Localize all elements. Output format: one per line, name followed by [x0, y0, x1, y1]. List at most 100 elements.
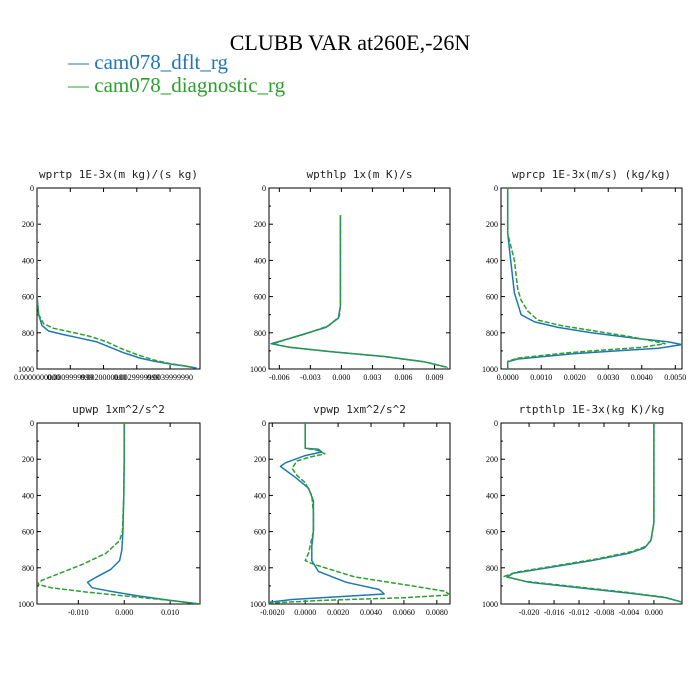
x-tick-label: -0.010: [68, 608, 89, 617]
x-tick-label: 0.0000: [294, 608, 316, 617]
plot-frame: [500, 422, 683, 605]
y-tick-label: 400: [486, 491, 498, 500]
y-tick-label: 400: [22, 491, 34, 500]
y-tick-label: 800: [22, 564, 34, 573]
y-tick-label: 400: [254, 256, 266, 265]
x-tick-label: 0.0040: [360, 608, 382, 617]
x-tick-label: 0.009: [425, 373, 443, 382]
y-tick-label: 0: [30, 419, 34, 428]
y-tick-label: 200: [486, 220, 498, 229]
figure-title: CLUBB VAR at260E,-26N: [229, 30, 471, 55]
chart-panel-5: rtpthlp 1E-3x(kg K)/kg 0 200 400 600 800 1000 -…: [482, 403, 683, 617]
y-tick-label: 1000: [482, 600, 498, 609]
chart-panel-3: upwp 1xm^2/s^2 0 200 400 600 800 1000 -0.010 0.0…: [18, 403, 201, 617]
series-line-0: [86, 423, 200, 604]
y-tick-label: 600: [254, 528, 266, 537]
y-tick-label: 800: [486, 564, 498, 573]
plot-frame: [36, 422, 201, 605]
chart-panel-4: vpwp 1xm^2/s^2 0 200 400 600 800 1000-0.0020 0.…: [250, 403, 451, 617]
x-tick-label: 0.000: [645, 608, 663, 617]
series-line-1: [506, 188, 666, 369]
y-tick-label: 1000: [18, 365, 34, 374]
y-tick-label: 200: [486, 455, 498, 464]
y-tick-label: 600: [486, 528, 498, 537]
series-line-1: [272, 215, 449, 369]
x-tick-label: 0.010: [161, 608, 179, 617]
panel-title: upwp 1xm^2/s^2: [72, 403, 165, 416]
x-tick-label: 0.0050: [664, 373, 686, 382]
chart-panel-1: wpthlp 1x(m K)/s 0 200 400 600 800 1000-0.006 -…: [250, 168, 451, 382]
panel-title: vpwp 1xm^2/s^2: [313, 403, 406, 416]
legend-entry-dflt: — cam078_dflt_rg: [68, 50, 229, 74]
y-tick-label: 0: [30, 184, 34, 193]
x-tick-label: 0.0009999999: [47, 373, 93, 382]
series-line-0: [506, 423, 682, 603]
y-tick-label: 0: [262, 419, 266, 428]
y-tick-label: 600: [254, 293, 266, 302]
y-tick-label: 800: [486, 329, 498, 338]
panel-title: wprtp 1E-3x(m kg)/(s kg): [39, 168, 198, 181]
y-tick-label: 600: [22, 528, 34, 537]
x-tick-label: -0.008: [594, 608, 615, 617]
x-tick-label: -0.004: [619, 608, 640, 617]
x-tick-label: 0.0000000000: [14, 373, 60, 382]
y-tick-label: 400: [22, 256, 34, 265]
x-tick-label: 0.0020: [327, 608, 349, 617]
series-line-1: [503, 423, 682, 603]
y-tick-label: 0: [494, 419, 498, 428]
y-tick-label: 200: [254, 455, 266, 464]
x-tick-label: 0.003: [363, 373, 381, 382]
panel-title: rtpthlp 1E-3x(kg K)/kg: [519, 403, 665, 416]
x-tick-label: 0.0020: [564, 373, 586, 382]
chart-panel-0: wprtp 1E-3x(m kg)/(s kg) 0 200 400 600 800 100…: [14, 168, 201, 382]
x-tick-label: 0.0040: [631, 373, 653, 382]
series-line-0: [269, 423, 385, 603]
legend-entry-diagnostic: — cam078_diagnostic_rg: [68, 73, 286, 97]
x-tick-label: 0.0030: [597, 373, 619, 382]
series-line-1: [269, 423, 450, 604]
x-tick-label: 0.000: [332, 373, 350, 382]
x-tick-label: 0.0020000000: [81, 373, 127, 382]
y-tick-label: 800: [254, 564, 266, 573]
y-tick-label: 200: [22, 455, 34, 464]
y-tick-label: 800: [254, 329, 266, 338]
y-tick-label: 400: [254, 491, 266, 500]
x-tick-label: -0.012: [569, 608, 590, 617]
y-tick-label: 1000: [250, 365, 266, 374]
y-tick-label: 600: [22, 293, 34, 302]
x-tick-label: 0.006: [394, 373, 412, 382]
series-line-0: [37, 188, 197, 369]
y-tick-label: 1000: [482, 365, 498, 374]
x-tick-label: 0.0010: [530, 373, 552, 382]
y-tick-label: 0: [494, 184, 498, 193]
chart-panel-2: wprcp 1E-3x(m/s) (kg/kg) 0 200 400 600 800 100…: [482, 168, 686, 382]
x-tick-label: -0.006: [269, 373, 290, 382]
y-tick-label: 600: [486, 293, 498, 302]
panel-title: wprcp 1E-3x(m/s) (kg/kg): [512, 168, 671, 181]
x-tick-label: -0.020: [519, 608, 540, 617]
y-tick-label: 800: [22, 329, 34, 338]
y-tick-label: 200: [22, 220, 34, 229]
y-tick-label: 400: [486, 256, 498, 265]
y-tick-label: 0: [262, 184, 266, 193]
x-tick-label: -0.003: [300, 373, 321, 382]
plot-frame: [36, 187, 201, 370]
x-tick-label: 0.0060: [393, 608, 415, 617]
y-tick-label: 1000: [18, 600, 34, 609]
x-tick-label: 0.000: [115, 608, 133, 617]
x-tick-label: -0.0020: [260, 608, 285, 617]
series-line-0: [506, 188, 682, 369]
x-tick-label: -0.016: [544, 608, 565, 617]
x-tick-label: 0.0039999990: [147, 373, 193, 382]
panel-title: wpthlp 1x(m K)/s: [307, 168, 413, 181]
series-line-1: [37, 423, 200, 604]
plot-frame: [268, 187, 451, 370]
x-tick-label: 0.0029999999: [114, 373, 160, 382]
x-tick-label: 0.0080: [426, 608, 448, 617]
series-line-0: [270, 215, 448, 368]
y-tick-label: 200: [254, 220, 266, 229]
plot-frame: [268, 422, 451, 605]
x-tick-label: 0.0000: [497, 373, 519, 382]
series-line-1: [37, 188, 194, 369]
